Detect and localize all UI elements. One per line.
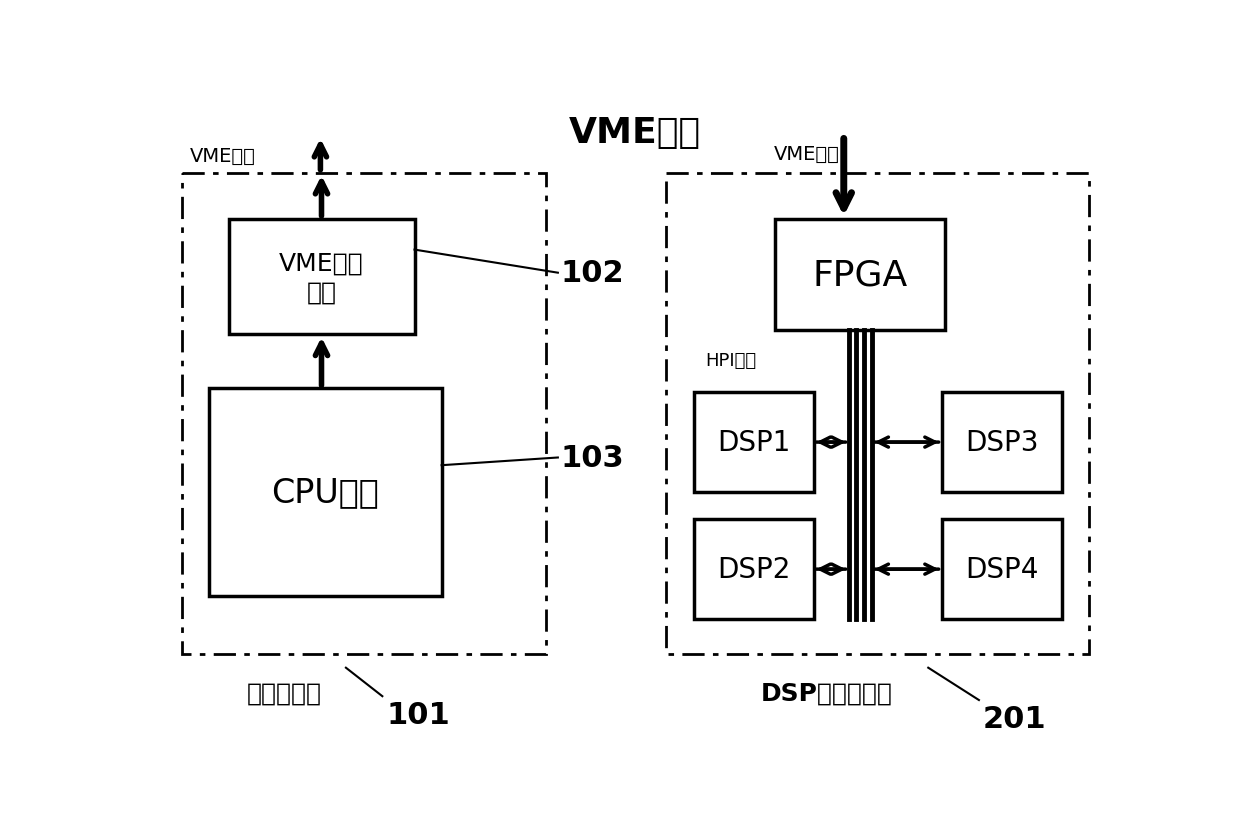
Bar	[182, 173, 546, 654]
Text: 101: 101	[387, 701, 450, 729]
Text: VME总线: VME总线	[190, 146, 255, 166]
Text: VME总线: VME总线	[569, 115, 700, 150]
Text: VME接口: VME接口	[279, 252, 364, 275]
Text: 103: 103	[560, 443, 623, 472]
Text: 102: 102	[560, 259, 623, 288]
Text: DSP4: DSP4	[965, 555, 1038, 584]
Bar	[942, 393, 1062, 492]
Text: VME总线: VME总线	[774, 145, 840, 164]
Text: DSP3: DSP3	[965, 429, 1038, 456]
Bar	[209, 389, 441, 596]
Text: DSP1: DSP1	[717, 429, 790, 456]
Text: DSP2: DSP2	[717, 555, 790, 584]
Text: 单板计算机: 单板计算机	[247, 681, 321, 705]
Text: 201: 201	[983, 704, 1047, 733]
Text: CPU主机: CPU主机	[271, 476, 379, 509]
Bar	[774, 220, 945, 331]
Text: 电路: 电路	[306, 281, 337, 304]
Bar	[667, 173, 1089, 654]
Text: HPI总线: HPI总线	[705, 351, 756, 370]
Bar	[694, 519, 814, 619]
Bar	[942, 519, 1062, 619]
Text: FPGA: FPGA	[813, 258, 908, 293]
Bar	[694, 393, 814, 492]
Bar	[228, 220, 415, 335]
Text: DSP信号处理板: DSP信号处理板	[761, 681, 893, 705]
